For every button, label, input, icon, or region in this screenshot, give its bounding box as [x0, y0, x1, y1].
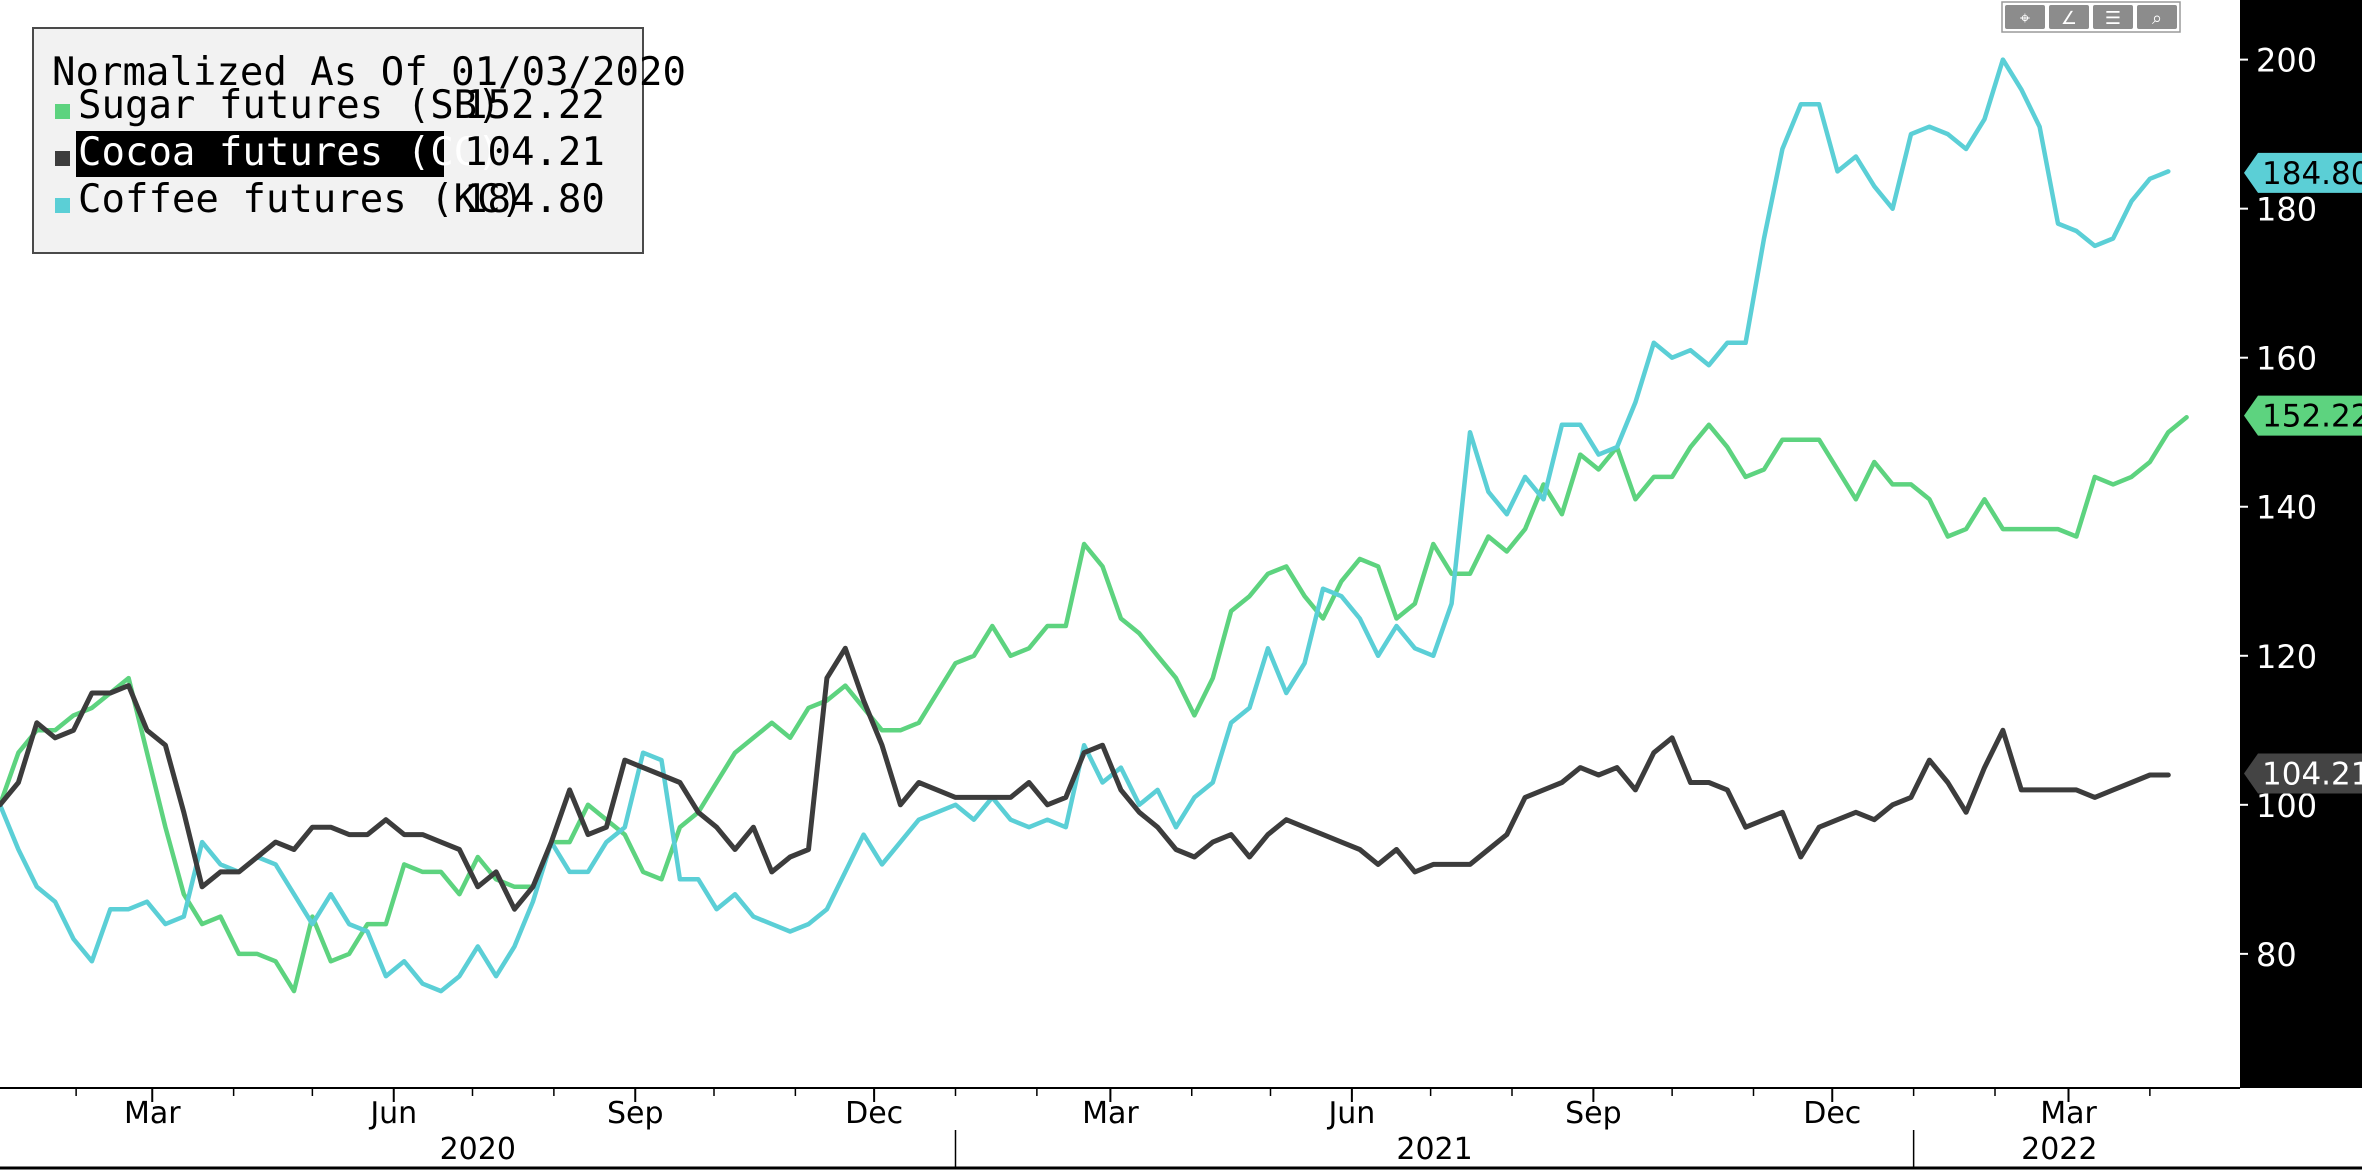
- year-label: 2022: [2021, 1132, 2097, 1167]
- y-tick-label: 140: [2256, 489, 2317, 527]
- chart-toolbar: ⌖ ∠ ☰ ⌕: [2001, 1, 2181, 33]
- legend-item: Coffee futures (KC)184.80: [55, 177, 605, 222]
- zoom-icon-bg: [2137, 5, 2177, 29]
- x-axis: Mar Jun Sep Dec Mar Jun Sep Dec Mar 2020 2021 2022: [0, 1087, 2362, 1170]
- y-tick-label: 180: [2256, 191, 2317, 229]
- legend-series-value: 152.22: [464, 83, 605, 128]
- year-label: 2020: [440, 1132, 516, 1167]
- last-value-tag-bg: [2244, 152, 2362, 193]
- series-line-cocoa-futures-cc: [0, 645, 2171, 912]
- legend-item: Cocoa futures (CC)104.21: [55, 130, 605, 177]
- draw-icon[interactable]: ∠: [2049, 5, 2089, 29]
- series-line-coffee-futures-kc: [0, 57, 2171, 994]
- notes-icon[interactable]: ☰: [2093, 5, 2133, 29]
- notes-icon-glyph: ☰: [2105, 8, 2121, 29]
- x-tick-label: Dec: [845, 1096, 903, 1131]
- x-tick-label: Jun: [1326, 1096, 1375, 1131]
- legend-swatch: [55, 151, 70, 166]
- x-tick-label: Mar: [124, 1096, 181, 1131]
- zoom-icon[interactable]: ⌕: [2137, 5, 2177, 29]
- legend-series-name: Sugar futures (SB): [78, 83, 501, 128]
- y-tick-label: 200: [2256, 42, 2317, 80]
- draw-icon-bg: [2049, 5, 2089, 29]
- legend-swatch: [55, 198, 70, 213]
- x-tick-label: Sep: [607, 1096, 664, 1131]
- last-value-tag-label: 104.21: [2262, 756, 2362, 792]
- y-tick-label: 120: [2256, 638, 2317, 676]
- zoom-icon-glyph: ⌕: [2152, 8, 2162, 29]
- last-value-tag-bg: [2244, 753, 2362, 794]
- x-tick-label: Dec: [1803, 1096, 1861, 1131]
- move-icon-bg: [2005, 5, 2045, 29]
- last-value-tag: 104.21: [2244, 753, 2362, 794]
- move-icon[interactable]: ⌖: [2005, 5, 2045, 29]
- draw-icon-glyph: ∠: [2061, 8, 2077, 29]
- x-tick-label: Sep: [1565, 1096, 1622, 1131]
- legend-item: Sugar futures (SB)152.22: [55, 83, 605, 128]
- y-tick-label: 160: [2256, 340, 2317, 378]
- legend-swatch: [55, 104, 70, 119]
- year-label: 2021: [1396, 1132, 1472, 1167]
- last-value-tag-label: 152.22: [2262, 399, 2362, 435]
- last-value-tag-bg: [2244, 395, 2362, 436]
- series-layer: [0, 57, 2189, 994]
- x-tick-label: Jun: [368, 1096, 417, 1131]
- legend-series-value: 184.80: [464, 177, 605, 222]
- last-value-tag: 184.80: [2244, 152, 2362, 193]
- y-tick-label: 80: [2256, 936, 2297, 974]
- x-tick-label: Mar: [1082, 1096, 1139, 1131]
- value-tags: 152.22 104.21 184.80: [2244, 152, 2362, 794]
- legend: Normalized As Of 01/03/2020 Sugar future…: [32, 27, 686, 254]
- notes-icon-bg: [2093, 5, 2133, 29]
- move-icon-glyph: ⌖: [2020, 8, 2030, 29]
- legend-title: Normalized As Of 01/03/2020: [52, 50, 686, 95]
- x-tick-label: Mar: [2040, 1096, 2097, 1131]
- last-value-tag: 152.22: [2244, 395, 2362, 436]
- legend-highlight: [76, 131, 444, 177]
- legend-series-name: Cocoa futures (CC): [78, 130, 501, 175]
- legend-series-name: Coffee futures (KC): [78, 177, 524, 222]
- legend-series-value: 104.21: [464, 130, 605, 175]
- last-value-tag-label: 184.80: [2262, 156, 2362, 192]
